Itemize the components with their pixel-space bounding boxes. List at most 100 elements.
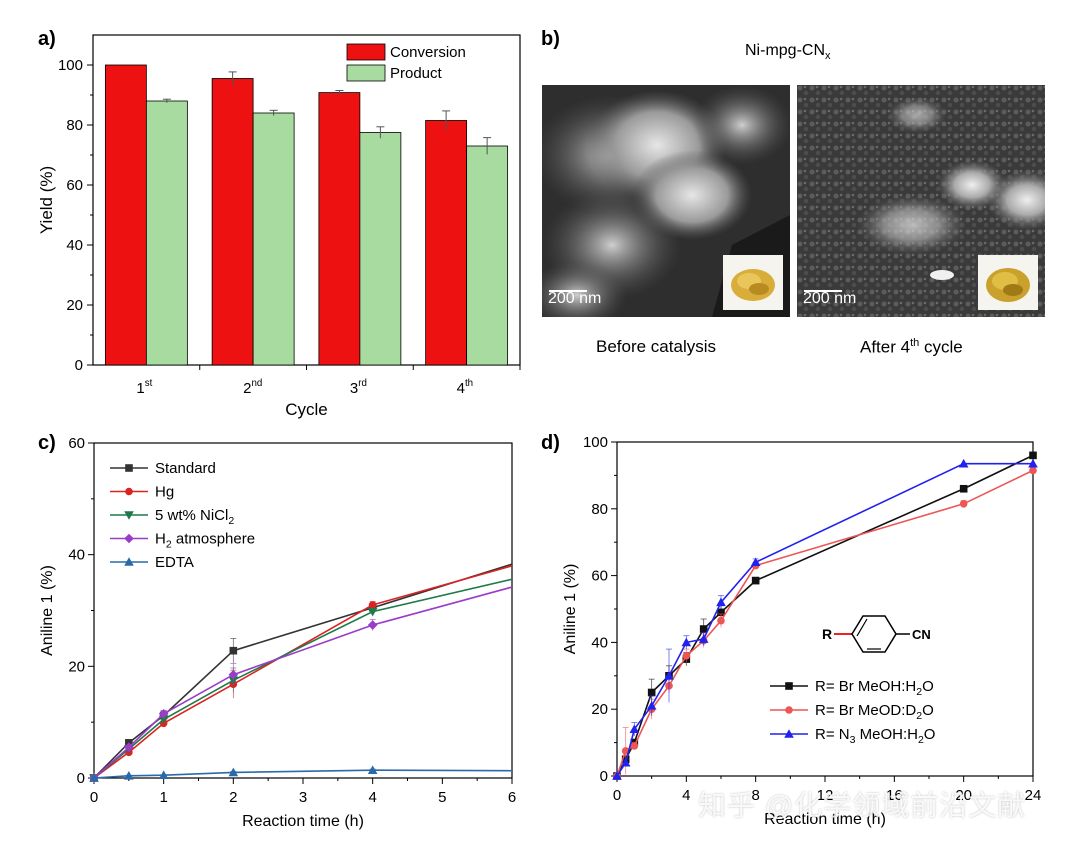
- chart-a-ytick-label-0: 0: [75, 357, 83, 374]
- chart-c-legend-marker-1: [125, 487, 133, 496]
- chart-a-bar-product-3: [466, 145, 509, 366]
- chart-c-legend-marker-2: [124, 511, 134, 520]
- chart-c-xtick-label-5: 5: [438, 789, 446, 806]
- chart-d-point-2-2: [629, 724, 640, 734]
- chart-d-point-0-8: [751, 576, 760, 585]
- scalebar-line-right: [804, 290, 842, 292]
- chart-a-legend-label-1: Product: [390, 65, 443, 82]
- chart-c-legend-marker-0: [125, 464, 133, 472]
- chart-c-point-4-2: [158, 770, 169, 780]
- chart-d-xtick-label-6: 24: [1025, 787, 1042, 804]
- chart-a-xtick-label-3-part-0: 4: [457, 380, 465, 397]
- chart-d-legend-label-2-part-4: O: [924, 726, 936, 743]
- chart-c-line-4: [93, 769, 513, 779]
- chart-d-legend-label-1-part-2: O: [922, 702, 934, 719]
- watermark-text: 知乎 @化学领域前沿文献: [698, 790, 1027, 821]
- chart-a-xtick-label-1-part-1: nd: [251, 378, 262, 389]
- scalebar-line-left: [549, 290, 587, 292]
- chart-a-xtick-label-1: 2nd: [243, 378, 262, 397]
- chart-a-ytick-label-4: 80: [66, 117, 83, 134]
- chart-d-point-1-9: [959, 499, 968, 508]
- chart-c-point-3-2: [158, 708, 169, 719]
- chart-a-ylabel: Yield (%): [37, 166, 56, 234]
- chart-d-point-2-10: [1028, 458, 1038, 468]
- chart-d-point-0-3: [647, 688, 656, 697]
- chart-d-legend-label-2-part-1: 3: [850, 734, 856, 746]
- chart-d-point-0-6: [699, 625, 708, 633]
- chart-d-ytick-label-3: 60: [591, 568, 608, 585]
- chart-c-legend-label-3-part-0: H: [155, 531, 166, 548]
- chart-c-legend-marker-4: [124, 557, 134, 566]
- chart-c-point-2-4: [367, 607, 378, 617]
- chart-c-ytick-label-0: 0: [77, 770, 85, 787]
- chart-d-xtick-label-0: 0: [613, 787, 621, 804]
- chart-a-bar-conversion-3: [425, 120, 468, 366]
- chart-c-ytick-label-2: 40: [68, 547, 85, 564]
- chart-d-legend-marker-0: [785, 682, 793, 690]
- chart-d-legend-label-0: R= Br MeOH:H2O: [815, 678, 934, 698]
- chart-a-bar-conversion-0: [104, 64, 147, 366]
- chart-c-point-4-0: [89, 773, 99, 782]
- caption-after-sup: th: [910, 337, 920, 349]
- chart-d-legend-label-0-part-2: O: [922, 678, 934, 695]
- chart-d-legend-label-1: R= Br MeOD:D2O: [815, 702, 934, 722]
- chart-a-xtick-label-3: 4th: [457, 378, 473, 397]
- chart-d-point-2-4: [664, 671, 674, 680]
- chart-d-point-0-10: [1029, 451, 1037, 460]
- chart-d-xtick-label-1: 4: [682, 787, 690, 804]
- chart-a-ytick-label-5: 100: [58, 57, 83, 74]
- panel-label-d: d): [541, 432, 560, 454]
- chart-d-xtick-label-4: 16: [886, 787, 903, 804]
- chart-c-point-4-1: [124, 770, 134, 780]
- chart-d-point-2-5: [681, 637, 692, 647]
- scalebar-right: 200 nm: [803, 290, 857, 307]
- chart-c-point-3-1: [124, 742, 134, 753]
- chart-c-point-3-3: [228, 669, 239, 680]
- chart-c-legend-label-1-part-0: Hg: [155, 484, 174, 501]
- chart-c-legend-label-2: 5 wt% NiCl2: [155, 507, 234, 527]
- chart-c-legend-label-4-part-0: EDTA: [155, 554, 194, 571]
- chart-c-xtick-label-1: 1: [159, 789, 167, 806]
- catalyst-powder-photo-after: [978, 255, 1038, 310]
- chart-c-line-2: [93, 578, 513, 779]
- chart-d-legend-marker-2: [784, 729, 794, 738]
- chart-d-ylabel: Aniline 1 (%): [562, 564, 579, 655]
- chart-a-xtick-label-0: 1st: [136, 378, 152, 397]
- scalebar-left: 200 nm: [548, 290, 602, 307]
- chart-d-ytick-label-4: 80: [591, 501, 608, 518]
- chart-d-legend-label-2-part-0: R= N: [815, 726, 850, 743]
- chart-a-xtick-label-0-part-1: st: [145, 378, 153, 389]
- chart-d-point-2-9: [958, 458, 969, 468]
- chart-d-point-2-6: [698, 634, 709, 643]
- chart-d-xtick-label-5: 20: [955, 787, 972, 804]
- chart-d-legend-label-0-part-1: 2: [916, 686, 922, 698]
- chart-d-point-2-8: [750, 557, 761, 567]
- chart-c-ytick-label-3: 60: [68, 435, 85, 452]
- chart-d-legend-label-2-part-2: MeOH:H: [855, 726, 918, 743]
- chart-c-xtick-label-3: 3: [299, 789, 307, 806]
- chart-c-point-1-4: [368, 601, 377, 609]
- sem-image-after: 200 nm: [797, 85, 1045, 317]
- chart-c-line-1: [93, 565, 513, 779]
- caption-after-pre: After 4: [860, 337, 911, 357]
- chart-c-point-2-2: [158, 715, 169, 725]
- chart-d-legend-label-1-part-1: 2: [916, 710, 922, 722]
- chart-a-ytick-label-1: 20: [66, 297, 83, 314]
- chart-c-point-4-4: [367, 765, 378, 774]
- chart-c-legend-label-3-part-2: atmosphere: [172, 531, 255, 548]
- chart-c-line-0: [93, 563, 513, 779]
- sem-image-before: 200 nm: [542, 85, 790, 317]
- chart-c-xtick-label-4: 4: [368, 789, 376, 806]
- chart-d-point-0-9: [959, 484, 968, 493]
- chart-d-legend-label-2: R= N3 MeOH:H2O: [815, 726, 935, 746]
- chart-c-xtick-label-2: 2: [229, 789, 237, 806]
- chart-d-xtick-label-2: 8: [751, 787, 759, 804]
- chart-d-xtick-label-3: 12: [817, 787, 834, 804]
- chart-d-point-1-10: [1029, 466, 1037, 475]
- chart-a-xlabel: Cycle: [285, 400, 328, 419]
- catalyst-powder-photo-before: [723, 255, 783, 310]
- chart-a-yield-bar: 0 20 40 60 80 100 1st 2nd 3rd 4th Cycle Yield (%) Co…: [37, 34, 521, 419]
- panel-label-a: a): [38, 28, 56, 50]
- chart-d-point-2-3: [646, 701, 657, 710]
